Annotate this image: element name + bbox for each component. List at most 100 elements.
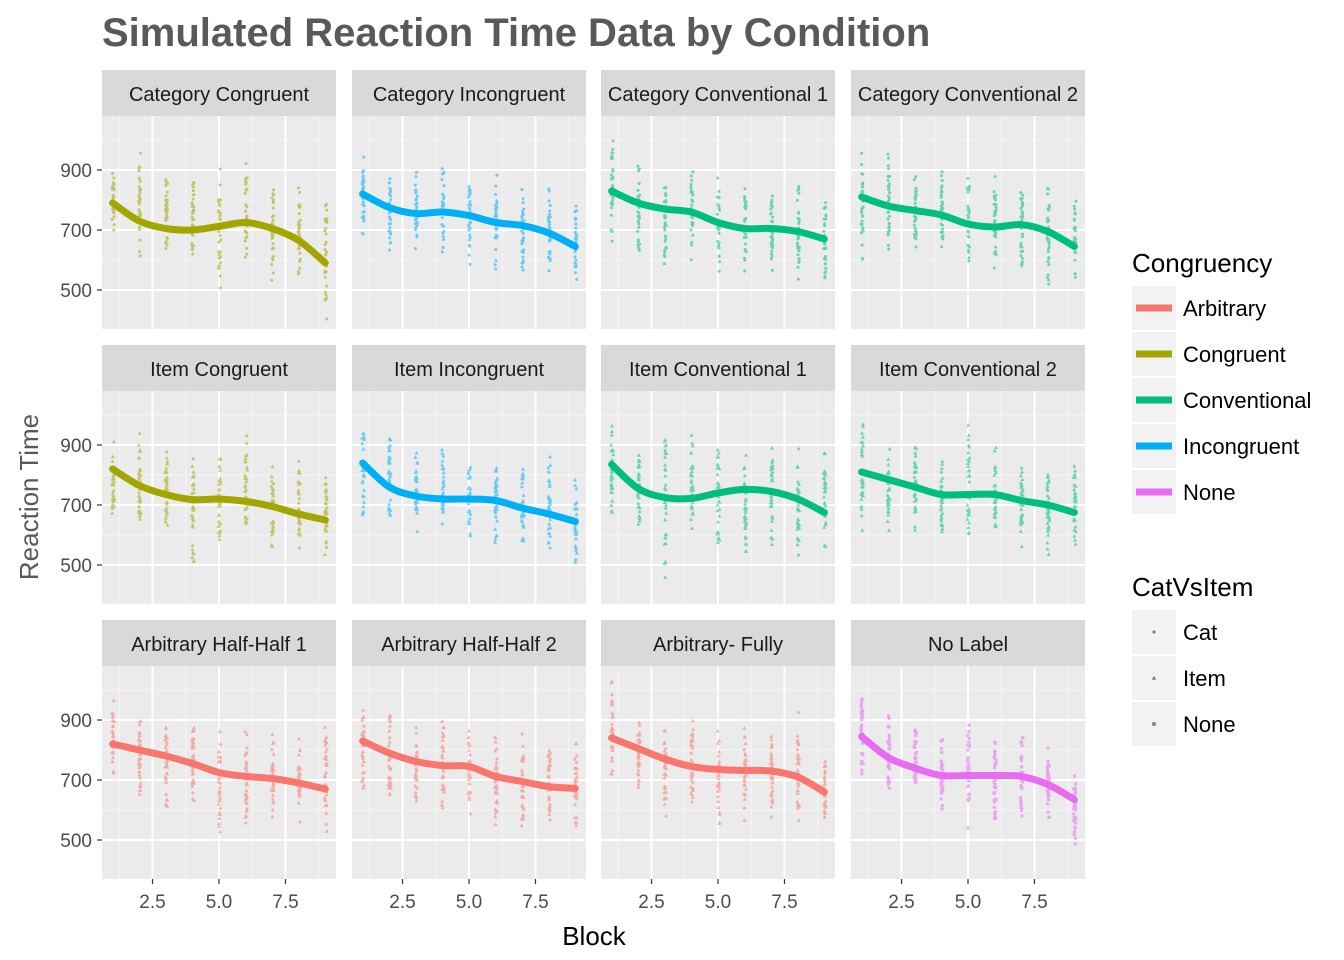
data-point [859, 760, 863, 764]
data-point [245, 176, 249, 180]
data-point [663, 451, 668, 455]
data-point [546, 774, 551, 779]
data-point [967, 210, 971, 214]
data-point [823, 759, 828, 764]
data-point [323, 510, 328, 515]
data-point [611, 147, 615, 151]
scatter-points [859, 422, 1078, 556]
data-point [966, 469, 971, 473]
data-point [243, 521, 248, 526]
data-point [689, 450, 694, 455]
data-point [823, 544, 828, 548]
facet-panel: Arbitrary Half-Half 22.5 5.0 7.5 [352, 620, 586, 913]
data-point [548, 817, 553, 822]
data-point [992, 190, 996, 194]
data-point [573, 776, 578, 781]
data-point [743, 247, 747, 251]
data-point [270, 732, 275, 736]
data-point [362, 155, 366, 159]
data-point [993, 524, 998, 528]
data-point [689, 188, 693, 192]
data-point [546, 496, 551, 501]
facet-label: Item Conventional 2 [879, 359, 1057, 381]
data-point [441, 235, 445, 239]
data-point [992, 514, 997, 519]
data-point [795, 521, 800, 526]
data-point [966, 779, 970, 783]
data-point [362, 733, 367, 738]
data-point [547, 484, 552, 488]
data-point [914, 215, 918, 219]
data-point [547, 801, 552, 806]
data-point [1046, 216, 1050, 220]
data-point [769, 207, 773, 211]
facet-label: Arbitrary- Fully [653, 634, 783, 656]
data-point [388, 177, 392, 181]
data-point [796, 709, 801, 714]
data-point [440, 719, 445, 723]
data-point [165, 522, 170, 527]
data-point [191, 481, 196, 486]
data-point [967, 509, 972, 513]
data-point [243, 191, 247, 195]
data-point [217, 785, 222, 789]
data-point [244, 800, 249, 805]
data-point [886, 496, 891, 500]
data-point [887, 488, 892, 492]
data-point [1073, 836, 1077, 840]
data-point [717, 507, 722, 511]
data-point [191, 518, 196, 523]
scatter-points [110, 431, 329, 563]
data-point [495, 173, 499, 177]
data-point [860, 257, 864, 261]
data-point [217, 202, 221, 206]
data-point [216, 492, 221, 496]
data-point [415, 194, 419, 198]
data-point [637, 211, 641, 215]
data-point [272, 188, 276, 192]
data-point [271, 529, 276, 534]
data-point [690, 799, 695, 804]
data-point [440, 786, 445, 790]
data-point [717, 246, 721, 250]
data-point [716, 463, 721, 468]
data-point [270, 234, 274, 238]
data-point [717, 787, 722, 792]
data-point [993, 811, 997, 815]
data-point [163, 516, 168, 520]
data-point [742, 805, 747, 810]
data-point [270, 236, 274, 240]
data-point [1019, 206, 1023, 210]
data-point [191, 490, 196, 494]
data-point [715, 540, 720, 545]
data-point [795, 487, 800, 491]
data-point [191, 197, 195, 201]
data-point [137, 772, 142, 777]
y-tick-label: 500 [60, 556, 92, 577]
data-point [244, 162, 248, 166]
data-point [323, 501, 328, 506]
data-point [546, 768, 551, 772]
data-point [270, 278, 274, 282]
data-point [822, 771, 827, 775]
data-point [361, 504, 366, 509]
data-point [1045, 276, 1049, 280]
data-point [860, 452, 865, 456]
data-point [689, 517, 694, 521]
data-point [912, 178, 916, 182]
data-point [992, 499, 997, 504]
data-point [662, 262, 666, 266]
data-point [609, 429, 614, 433]
data-point [271, 271, 275, 275]
data-point [795, 747, 800, 751]
data-point [574, 232, 578, 236]
data-point [112, 186, 116, 190]
data-point [992, 785, 996, 789]
data-point [110, 714, 115, 719]
data-point [637, 459, 642, 464]
data-point [521, 524, 526, 529]
data-point [994, 496, 999, 501]
data-point [940, 738, 944, 742]
data-point [244, 487, 249, 492]
data-point [859, 449, 864, 454]
